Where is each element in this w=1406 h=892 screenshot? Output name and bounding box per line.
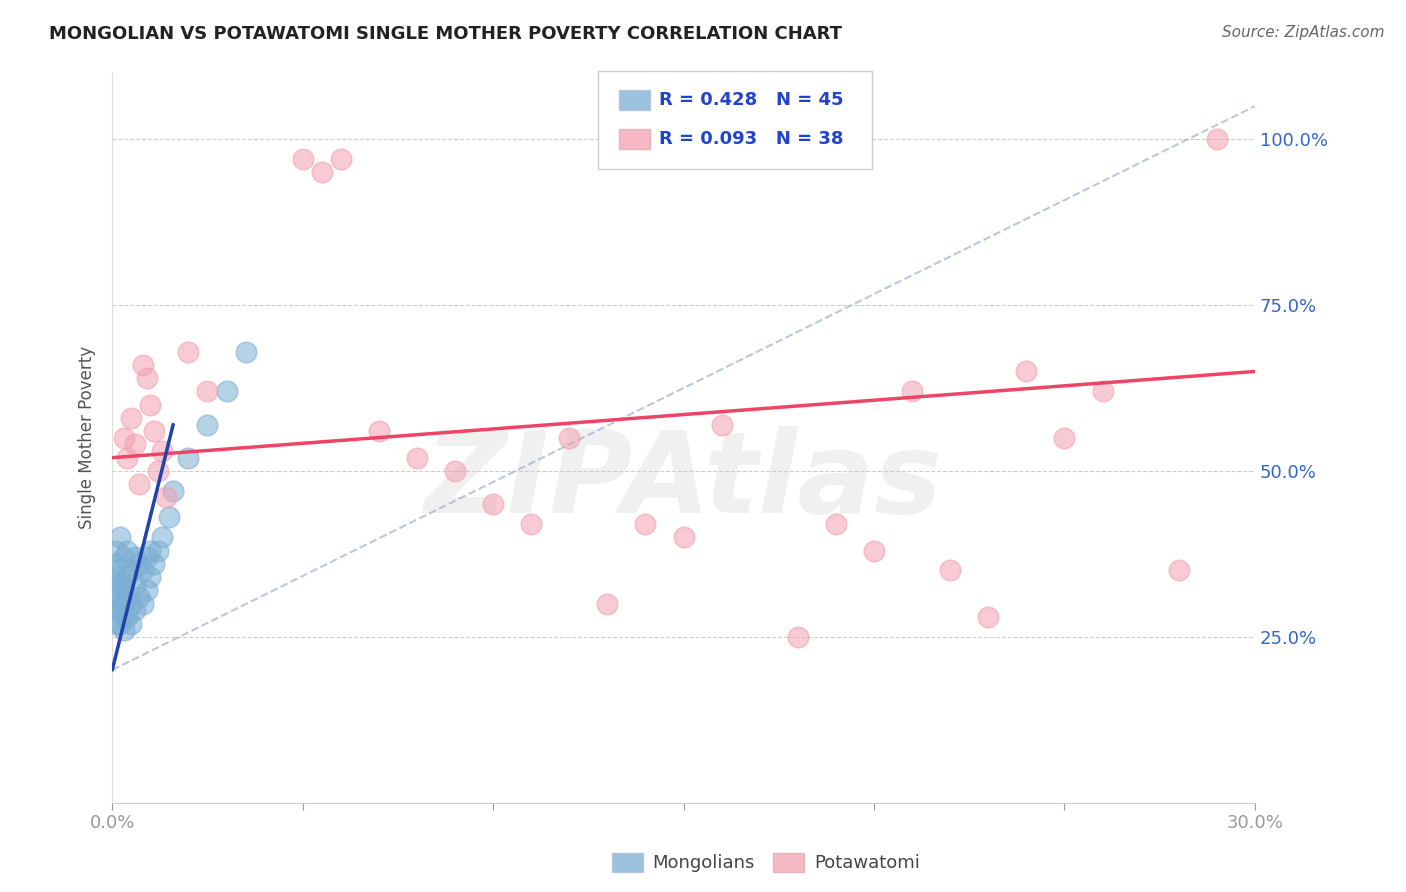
Point — [117, 450, 139, 465]
Point — [108, 530, 131, 544]
Point — [1205, 132, 1227, 146]
Point — [117, 610, 139, 624]
Point — [157, 510, 180, 524]
Point — [124, 576, 146, 591]
Text: Source: ZipAtlas.com: Source: ZipAtlas.com — [1222, 25, 1385, 40]
Point — [672, 530, 695, 544]
Y-axis label: Single Mother Poverty: Single Mother Poverty — [79, 346, 96, 529]
Text: ZIPAtlas: ZIPAtlas — [425, 426, 942, 537]
Point — [120, 410, 142, 425]
Point — [143, 557, 166, 571]
Point — [120, 564, 142, 578]
Point — [108, 576, 131, 591]
Point — [863, 543, 886, 558]
Point — [135, 371, 157, 385]
Point — [146, 464, 169, 478]
Text: Potawatomi: Potawatomi — [814, 854, 920, 871]
Point — [291, 152, 314, 166]
Point — [215, 384, 238, 399]
Point — [132, 358, 155, 372]
Point — [112, 431, 135, 445]
Point — [105, 543, 128, 558]
Point — [977, 610, 1000, 624]
Point — [197, 417, 219, 432]
Point — [139, 570, 162, 584]
Point — [135, 583, 157, 598]
Point — [177, 344, 200, 359]
Point — [105, 557, 128, 571]
Point — [558, 431, 581, 445]
Point — [482, 497, 505, 511]
Point — [406, 450, 429, 465]
Point — [120, 616, 142, 631]
Point — [901, 384, 924, 399]
Point — [197, 384, 219, 399]
Point — [105, 603, 128, 617]
Point — [112, 623, 135, 637]
Point — [177, 450, 200, 465]
Point — [132, 597, 155, 611]
Point — [311, 165, 333, 179]
Point — [108, 616, 131, 631]
Point — [108, 564, 131, 578]
Point — [105, 583, 128, 598]
Point — [710, 417, 733, 432]
Point — [1053, 431, 1076, 445]
Point — [139, 398, 162, 412]
Point — [1167, 564, 1189, 578]
Point — [825, 516, 848, 531]
Point — [112, 597, 135, 611]
Point — [124, 437, 146, 451]
Text: MONGOLIAN VS POTAWATOMI SINGLE MOTHER POVERTY CORRELATION CHART: MONGOLIAN VS POTAWATOMI SINGLE MOTHER PO… — [49, 25, 842, 43]
Point — [120, 597, 142, 611]
Point — [117, 570, 139, 584]
Point — [117, 543, 139, 558]
Point — [117, 590, 139, 604]
Point — [124, 603, 146, 617]
Point — [128, 557, 150, 571]
Point — [939, 564, 962, 578]
Point — [108, 590, 131, 604]
Point — [634, 516, 657, 531]
Point — [105, 597, 128, 611]
Point — [150, 530, 173, 544]
Point — [444, 464, 467, 478]
Point — [112, 576, 135, 591]
Point — [135, 550, 157, 565]
Point — [139, 543, 162, 558]
Text: R = 0.428   N = 45: R = 0.428 N = 45 — [659, 91, 844, 109]
Point — [367, 424, 389, 438]
Point — [235, 344, 257, 359]
Point — [112, 550, 135, 565]
Point — [105, 570, 128, 584]
Point — [132, 564, 155, 578]
Point — [520, 516, 543, 531]
Text: Mongolians: Mongolians — [652, 854, 755, 871]
Point — [1015, 364, 1038, 378]
Text: R = 0.093   N = 38: R = 0.093 N = 38 — [659, 130, 844, 148]
Point — [105, 616, 128, 631]
Point — [786, 630, 808, 644]
Point — [162, 483, 184, 498]
Point — [155, 491, 177, 505]
Point — [108, 603, 131, 617]
Point — [128, 590, 150, 604]
Point — [1091, 384, 1114, 399]
Point — [150, 444, 173, 458]
Point — [124, 550, 146, 565]
Point — [112, 610, 135, 624]
Point — [596, 597, 619, 611]
Point — [146, 543, 169, 558]
Point — [128, 477, 150, 491]
Point — [329, 152, 352, 166]
Point — [143, 424, 166, 438]
